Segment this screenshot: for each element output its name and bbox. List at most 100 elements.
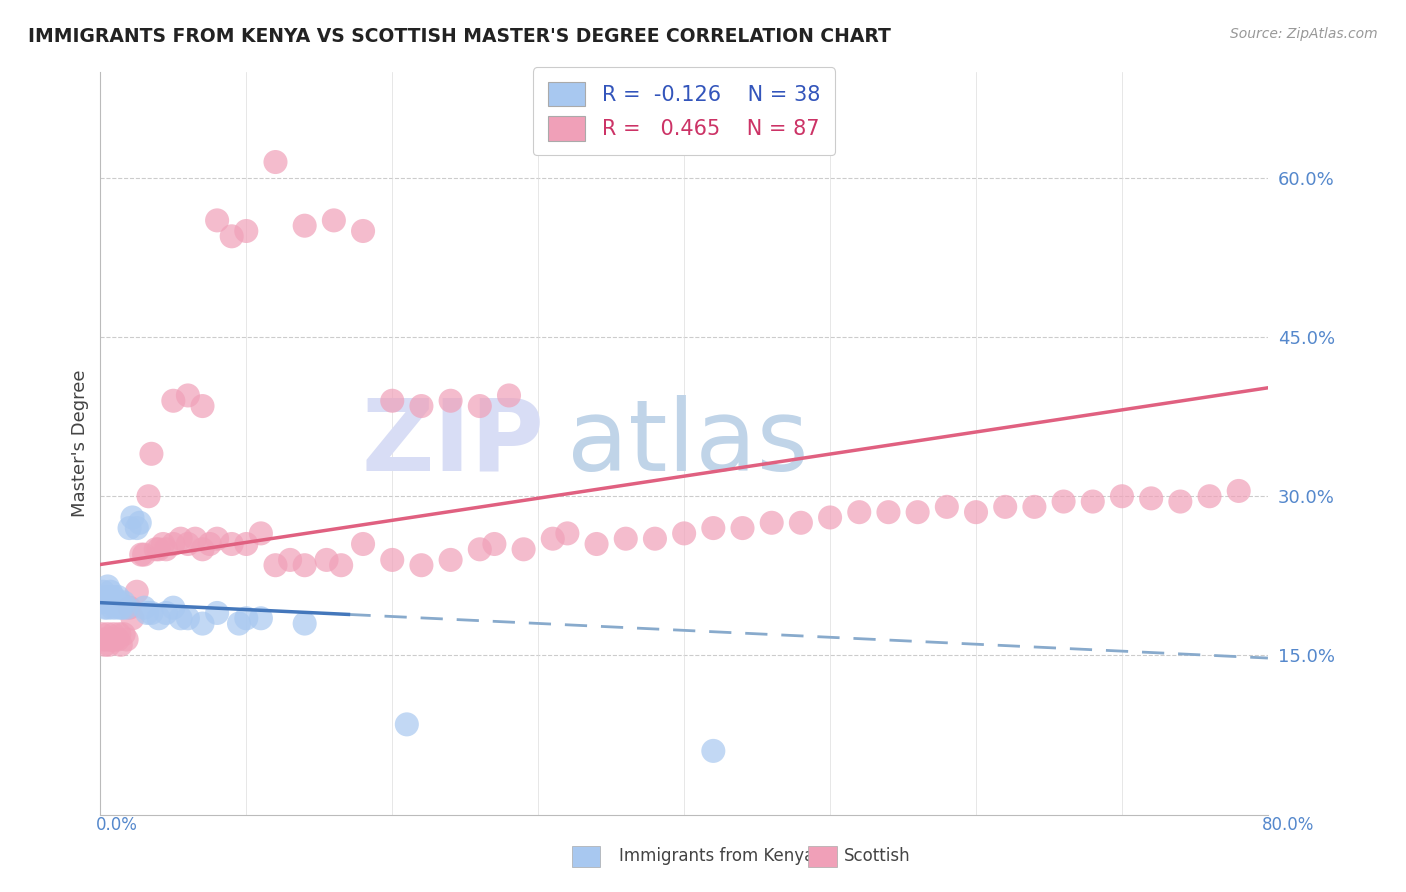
Point xyxy=(98,638,121,652)
Point xyxy=(818,510,841,524)
Text: Source: ZipAtlas.com: Source: ZipAtlas.com xyxy=(1230,27,1378,41)
Point xyxy=(294,616,316,631)
Point xyxy=(411,558,433,573)
Point xyxy=(162,537,184,551)
Point xyxy=(1052,494,1074,508)
Point xyxy=(205,606,228,620)
Point xyxy=(97,579,120,593)
Point xyxy=(848,505,870,519)
Text: 80.0%: 80.0% xyxy=(1263,816,1315,834)
Point xyxy=(498,388,520,402)
Point xyxy=(702,521,724,535)
Point xyxy=(104,632,127,647)
Point xyxy=(790,516,813,530)
Point xyxy=(101,632,124,647)
Point xyxy=(121,510,143,524)
Point xyxy=(439,553,461,567)
Point xyxy=(877,505,900,519)
Point xyxy=(125,521,148,535)
Point xyxy=(134,548,156,562)
Point xyxy=(162,600,184,615)
Point xyxy=(110,600,132,615)
Point xyxy=(141,606,163,620)
Text: 0.0%: 0.0% xyxy=(96,816,138,834)
Point xyxy=(103,627,125,641)
Legend: R =  -0.126    N = 38, R =   0.465    N = 87: R = -0.126 N = 38, R = 0.465 N = 87 xyxy=(533,68,835,155)
Point xyxy=(702,744,724,758)
Point xyxy=(145,542,167,557)
Point xyxy=(100,584,122,599)
Point xyxy=(152,537,174,551)
Point xyxy=(907,505,929,519)
Point xyxy=(191,399,214,413)
Point xyxy=(138,489,160,503)
Text: IMMIGRANTS FROM KENYA VS SCOTTISH MASTER'S DEGREE CORRELATION CHART: IMMIGRANTS FROM KENYA VS SCOTTISH MASTER… xyxy=(28,27,891,45)
Point xyxy=(111,600,134,615)
Point xyxy=(115,600,138,615)
Point xyxy=(118,521,141,535)
Point xyxy=(96,632,118,647)
Point xyxy=(1111,489,1133,503)
Point xyxy=(235,537,257,551)
Point xyxy=(148,611,170,625)
Point xyxy=(468,542,491,557)
Point xyxy=(221,229,243,244)
Point xyxy=(177,388,200,402)
Point xyxy=(731,521,754,535)
Point xyxy=(169,611,191,625)
Point xyxy=(235,224,257,238)
Point xyxy=(103,590,125,604)
Point xyxy=(250,526,273,541)
Point xyxy=(91,584,114,599)
Point xyxy=(101,600,124,615)
Point xyxy=(205,213,228,227)
Point xyxy=(134,600,156,615)
Point xyxy=(557,526,579,541)
Point xyxy=(644,532,666,546)
Point xyxy=(108,595,131,609)
Point xyxy=(184,532,207,546)
Point xyxy=(91,632,114,647)
Point xyxy=(935,500,957,514)
Point xyxy=(97,627,120,641)
Point xyxy=(115,632,138,647)
Point xyxy=(177,611,200,625)
Point xyxy=(761,516,783,530)
Point xyxy=(228,616,250,631)
Point xyxy=(148,542,170,557)
Point xyxy=(585,537,607,551)
Point xyxy=(191,542,214,557)
Text: atlas: atlas xyxy=(568,394,808,491)
Point xyxy=(128,516,150,530)
Point xyxy=(221,537,243,551)
Point xyxy=(352,537,374,551)
Point xyxy=(965,505,987,519)
Point xyxy=(381,393,404,408)
Point xyxy=(235,611,257,625)
Point xyxy=(177,537,200,551)
Point xyxy=(395,717,418,731)
Point xyxy=(614,532,637,546)
Point xyxy=(250,611,273,625)
Point xyxy=(330,558,353,573)
Point xyxy=(90,595,112,609)
Point xyxy=(100,632,122,647)
Point xyxy=(136,606,159,620)
Point xyxy=(155,606,177,620)
Point xyxy=(411,399,433,413)
Point xyxy=(96,590,118,604)
Point xyxy=(93,638,115,652)
Point xyxy=(1024,500,1046,514)
Point xyxy=(155,542,177,557)
Point xyxy=(112,595,135,609)
Point xyxy=(294,219,316,233)
Point xyxy=(108,627,131,641)
Point xyxy=(110,638,132,652)
Point xyxy=(1227,483,1250,498)
Point xyxy=(1170,494,1192,508)
Point xyxy=(352,224,374,238)
Point xyxy=(98,595,121,609)
Point xyxy=(994,500,1017,514)
Point xyxy=(105,600,128,615)
Point xyxy=(512,542,534,557)
